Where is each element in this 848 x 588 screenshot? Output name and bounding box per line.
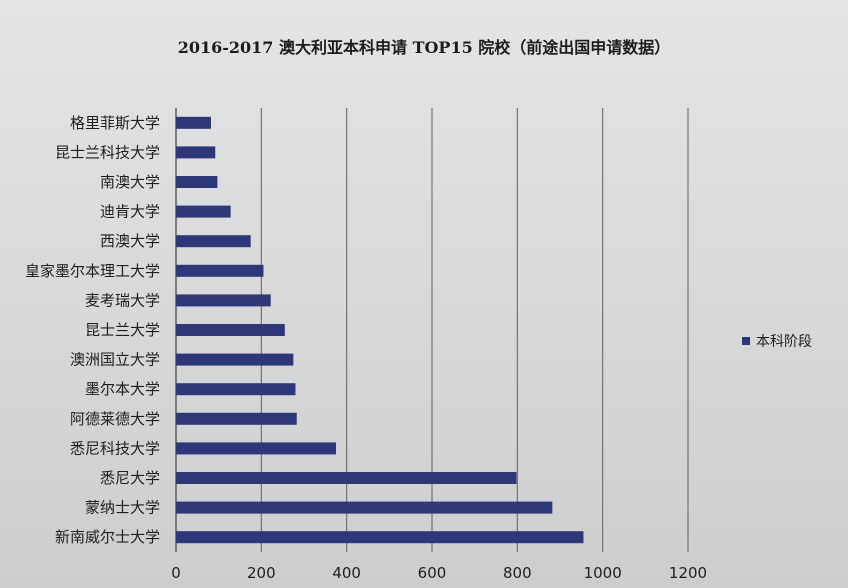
category-label: 阿德莱德大学 xyxy=(70,410,160,428)
bar xyxy=(176,442,336,455)
bar xyxy=(176,531,584,544)
bar xyxy=(176,383,296,396)
category-label: 南澳大学 xyxy=(100,173,160,191)
bar xyxy=(176,412,297,425)
chart-title: 2016-2017 澳大利亚本科申请 TOP15 院校（前途出国申请数据） xyxy=(177,38,671,57)
category-label: 迪肯大学 xyxy=(100,203,160,221)
x-tick-label: 800 xyxy=(503,564,532,582)
bar xyxy=(176,501,553,514)
legend-label: 本科阶段 xyxy=(756,334,812,350)
category-label: 新南威尔士大学 xyxy=(55,528,160,546)
category-label: 墨尔本大学 xyxy=(85,380,160,398)
bar xyxy=(176,264,264,277)
bar xyxy=(176,176,218,188)
category-label: 格里菲斯大学 xyxy=(70,114,160,132)
category-label: 蒙纳士大学 xyxy=(85,499,160,517)
x-tick-label: 400 xyxy=(332,564,361,582)
category-label: 昆士兰大学 xyxy=(85,321,160,339)
bar xyxy=(176,146,216,159)
bar xyxy=(176,353,294,366)
category-label: 悉尼大学 xyxy=(100,469,160,487)
bar xyxy=(176,235,251,248)
category-label: 麦考瑞大学 xyxy=(85,291,160,309)
bar xyxy=(176,472,517,484)
category-label: 皇家墨尔本理工大学 xyxy=(25,262,160,280)
legend: 本科阶段 xyxy=(742,334,812,350)
bars xyxy=(176,116,584,544)
legend-swatch xyxy=(742,337,750,345)
bar xyxy=(176,294,271,307)
x-tick-label: 1200 xyxy=(669,564,707,582)
category-label: 昆士兰科技大学 xyxy=(55,143,160,161)
x-tick-label: 0 xyxy=(171,564,181,582)
category-label: 西澳大学 xyxy=(100,232,160,250)
x-tick-label: 1000 xyxy=(584,564,622,582)
x-tick-label: 600 xyxy=(418,564,447,582)
category-label: 澳洲国立大学 xyxy=(70,351,160,369)
x-axis-tick-labels: 0 200 400 600 800 1000 1200 xyxy=(171,564,707,582)
bar xyxy=(176,205,231,218)
category-label: 悉尼科技大学 xyxy=(70,439,160,457)
x-tick-label: 200 xyxy=(247,564,276,582)
bar xyxy=(176,324,285,336)
bar xyxy=(176,116,211,129)
